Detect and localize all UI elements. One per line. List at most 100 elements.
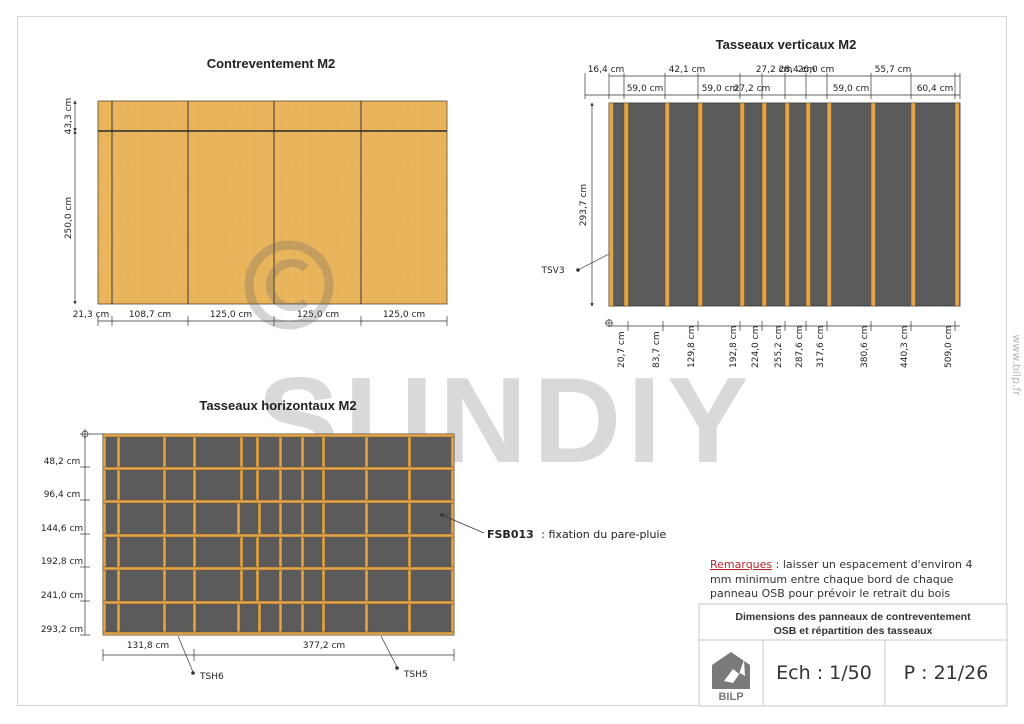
leader-line <box>380 635 398 668</box>
leader-dot <box>576 268 580 272</box>
origin-marker <box>80 429 103 439</box>
osb-panels-area <box>97 100 448 305</box>
horizontal-grid-batten <box>321 569 326 602</box>
horizontal-grid-batten <box>364 603 369 633</box>
leader-line <box>441 514 485 534</box>
horizontal-grid-batten <box>300 469 305 501</box>
horizontal-grid-batten <box>116 536 121 568</box>
horizontal-grid-batten <box>407 569 412 602</box>
remarks-text: : laisser un espacement d'environ 4 <box>772 558 972 571</box>
horizontal-grid-batten <box>255 536 260 568</box>
remarks: Remarques : laisser un espacement d'envi… <box>710 558 973 600</box>
horizontal-grid-batten <box>255 469 260 501</box>
horizontal-batten <box>102 466 455 471</box>
leader-dot <box>395 666 399 670</box>
bilp-logo: BILP <box>712 652 750 703</box>
vertical-batten <box>697 102 703 307</box>
horizontal-grid-batten <box>255 569 260 602</box>
horizontal-batten <box>102 433 455 438</box>
horizontal-batten <box>102 499 455 504</box>
horizontal-batten <box>102 600 455 605</box>
vertical-batten <box>761 102 767 307</box>
title-block-frame <box>698 603 1008 707</box>
scale-label: Ech : 1/50 <box>776 662 872 684</box>
fixing-callout: FSB013 : fixation du pare-pluie <box>487 528 667 541</box>
vertical-batten <box>954 102 960 307</box>
vertical-cumulative-dim: 129,8 cm <box>687 326 697 368</box>
horizontal-grid-batten <box>321 469 326 501</box>
horizontal-grid-batten <box>450 436 455 468</box>
horizontal-grid-batten <box>407 603 412 633</box>
vertical-batten <box>664 102 670 307</box>
tsv3-callout: TSV3 <box>540 266 564 276</box>
fixing-text: : fixation du pare-pluie <box>541 528 666 541</box>
vertical-batten <box>608 102 614 307</box>
horizontal-grid-batten <box>162 502 167 535</box>
horizontal-grid-batten <box>300 502 305 535</box>
vertical-spacing-dim: 27,2 cm <box>734 84 771 94</box>
horizontal-grid-batten <box>239 569 244 602</box>
horizontal-level-dimensions: 48,2 cm 96,4 cm 144,6 cm 192,8 cm 241,0 cm 29… <box>41 457 90 636</box>
horizontal-grid-batten <box>278 502 283 535</box>
bracing-dim-top-height: 43,3 cm <box>64 98 74 135</box>
bracing-dim-width: 125,0 cm <box>297 310 339 320</box>
horizontal-grid-batten <box>321 603 326 633</box>
vertical-spacing-dim: 27,2 cm <box>756 65 793 75</box>
horizontal-grid-batten <box>300 436 305 468</box>
horizontal-grid-batten <box>116 603 121 633</box>
horizontal-grid-batten <box>162 469 167 501</box>
origin-marker <box>605 319 613 327</box>
bracing-dim-main-height: 250,0 cm <box>64 197 74 239</box>
vertical-batten <box>826 102 832 307</box>
horizontal-grid-batten <box>102 536 107 568</box>
horizontal-grid-batten <box>192 569 197 602</box>
horizontal-grid-batten <box>364 469 369 501</box>
horizontal-grid-batten <box>162 603 167 633</box>
remarks-line: Remarques : laisser un espacement d'envi… <box>710 558 973 571</box>
leader-dot <box>191 671 195 675</box>
vertical-cumulative-dim: 287,6 cm <box>795 326 805 368</box>
horizontal-grid-batten <box>321 536 326 568</box>
horizontal-grid-batten <box>192 536 197 568</box>
horizontal-grid-batten <box>321 436 326 468</box>
horizontal-grid-batten <box>102 502 107 535</box>
horizontal-batten <box>102 566 455 571</box>
horizontal-grid-batten <box>300 569 305 602</box>
horizontal-grid-batten <box>278 469 283 501</box>
remarks-label: Remarques <box>710 558 772 571</box>
horizontal-grid-batten <box>364 569 369 602</box>
horizontal-batten <box>102 533 455 538</box>
horizontal-grid-batten <box>450 469 455 501</box>
vertical-batten <box>623 102 629 307</box>
horizontal-grid-batten <box>407 536 412 568</box>
horizontal-grid-batten <box>278 436 283 468</box>
tsh5-callout: TSH5 <box>403 670 428 680</box>
horizontal-grid-batten <box>236 502 241 535</box>
horizontal-grid-batten <box>450 603 455 633</box>
vertical-cumulative-dim: 192,8 cm <box>729 326 739 368</box>
bracing-drawing: Contreventement M2 43,3 cm 250,0 cm 21,3… <box>64 56 448 326</box>
horizontal-grid-batten <box>364 536 369 568</box>
horizontal-grid-batten <box>116 436 121 468</box>
horizontal-grid-batten <box>102 569 107 602</box>
leader-line <box>177 635 194 673</box>
vertical-cumulative-dim: 83,7 cm <box>652 331 662 368</box>
title-block-heading: Dimensions des panneaux de contreventeme… <box>735 611 971 623</box>
logo-text: BILP <box>718 691 743 703</box>
horizontal-bottom-dim: 377,2 cm <box>303 641 345 651</box>
vertical-cumulative-dim: 440,3 cm <box>900 326 910 368</box>
vertical-cumulative-dim: 317,6 cm <box>816 326 826 368</box>
leader-dot <box>440 513 444 517</box>
horizontal-level-dim: 144,6 cm <box>41 524 83 534</box>
horizontal-grid-batten <box>300 603 305 633</box>
vertical-cumulative-dim: 380,6 cm <box>860 326 870 368</box>
horizontal-grid-batten <box>192 603 197 633</box>
vertical-spacing-dim: 59,0 cm <box>702 84 739 94</box>
horizontal-grid-batten <box>364 436 369 468</box>
drawing-frame <box>17 16 1007 706</box>
copyright-watermark-ring <box>244 240 334 330</box>
fixing-code: FSB013 <box>487 528 534 541</box>
vertical-battens <box>608 102 960 307</box>
horizontal-level-dim: 48,2 cm <box>44 457 81 467</box>
